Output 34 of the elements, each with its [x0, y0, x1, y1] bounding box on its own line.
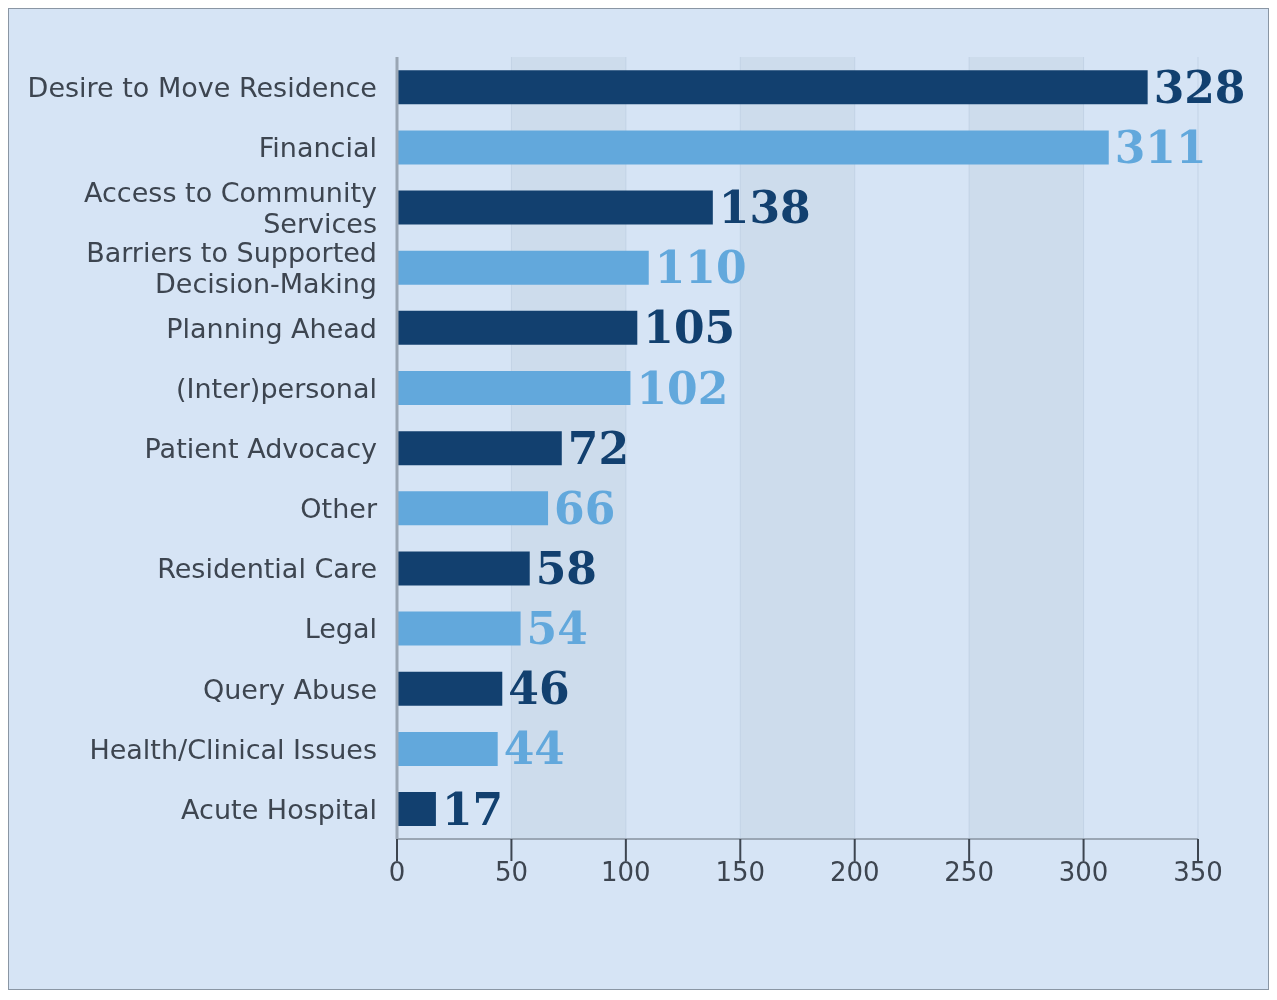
data-label: 54 — [526, 603, 588, 655]
y-tick-label: Acute Hospital — [181, 793, 377, 825]
x-tick-label: 250 — [944, 857, 994, 888]
data-label: 17 — [441, 783, 504, 835]
y-tick-label: Patient Advocacy — [144, 432, 378, 464]
y-tick-label: Legal — [304, 612, 377, 644]
x-tick-label: 0 — [388, 857, 406, 888]
data-label: 311 — [1114, 121, 1207, 173]
data-label: 138 — [718, 182, 811, 234]
data-label: 105 — [643, 302, 736, 354]
y-tick-label: Financial — [258, 131, 377, 163]
y-tick-label: Desire to Move Residence — [27, 71, 377, 103]
x-tick-label: 350 — [1173, 857, 1223, 888]
y-tick-label: Query Abuse — [202, 673, 377, 705]
y-tick-label: Planning Ahead — [166, 312, 377, 344]
data-label: 58 — [535, 542, 597, 594]
y-tick-label: Health/Clinical Issues — [89, 733, 377, 765]
y-tick-label: Barriers to Supported Decision-Making — [86, 236, 377, 299]
y-tick-label: Residential Care — [157, 552, 377, 584]
data-label: 328 — [1153, 61, 1246, 113]
data-label: 72 — [567, 422, 630, 474]
x-tick-label: 150 — [715, 857, 766, 888]
x-tick-label: 200 — [829, 857, 880, 888]
x-tick-label: 100 — [601, 857, 651, 888]
data-label: 110 — [654, 242, 747, 294]
x-tick-label: 300 — [1058, 857, 1109, 888]
data-label: 102 — [636, 362, 729, 414]
data-label: 44 — [503, 723, 565, 775]
y-tick-label: Other — [300, 492, 378, 524]
x-tick-label: 50 — [494, 857, 528, 888]
data-label: 46 — [508, 663, 570, 715]
y-tick-label: Access to Community Services — [84, 176, 378, 239]
y-tick-label: (Inter)personal — [175, 372, 377, 404]
data-label: 66 — [554, 482, 616, 534]
